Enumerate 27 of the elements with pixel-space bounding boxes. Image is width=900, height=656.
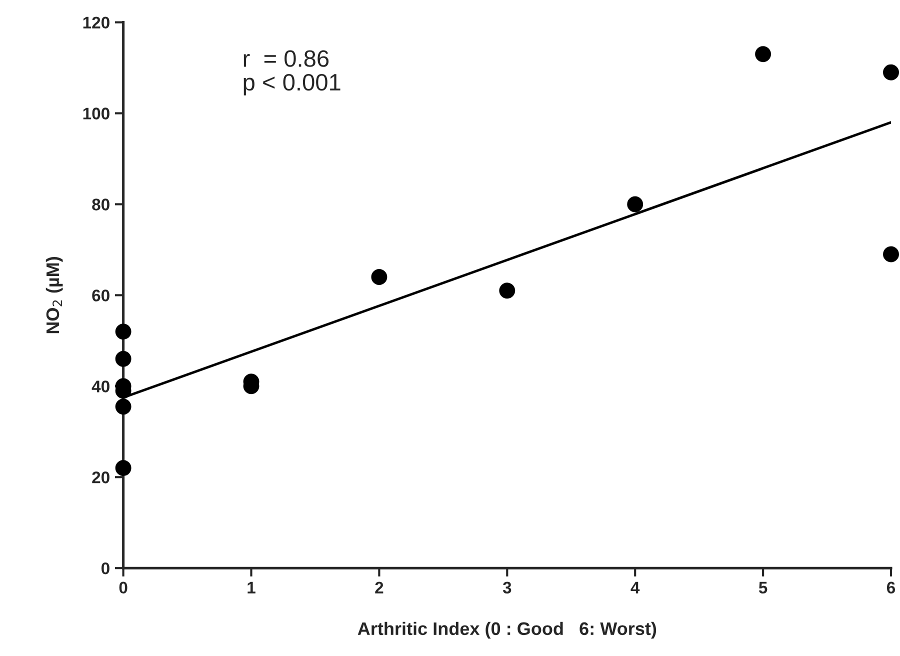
annotation: r = 0.86 p < 0.001 — [244, 50, 340, 96]
point — [115, 398, 132, 415]
x-tick-label: 2 — [375, 582, 384, 594]
point — [883, 246, 899, 262]
point — [627, 196, 644, 212]
y-tick-label: 100 — [83, 108, 110, 120]
y-tick-label: 80 — [92, 198, 110, 210]
point — [371, 269, 388, 285]
point — [499, 282, 516, 299]
point — [883, 64, 899, 80]
point — [115, 324, 132, 340]
point — [755, 46, 772, 62]
y-tick-label: 20 — [92, 472, 110, 484]
x-tick-label: 6 — [886, 582, 896, 594]
x-tick-label: 1 — [248, 582, 256, 594]
y-tick-label: 0 — [101, 562, 110, 574]
y-tick-label: 120 — [83, 16, 110, 29]
y-tick-label: 40 — [92, 380, 110, 392]
x-axis-title: Arthritic Index (0 : Good 6: Worst) — [358, 622, 656, 639]
y-axis-title: NO$_{2}$ (µM) — [46, 257, 63, 334]
point — [115, 350, 132, 367]
x-tick-label: 3 — [502, 582, 512, 594]
x-tick-label: 4 — [630, 582, 640, 594]
point — [115, 460, 132, 476]
x-tick-label: 0 — [119, 582, 128, 594]
y-tick-label: 60 — [92, 290, 110, 302]
x-tick-label: 5 — [758, 582, 768, 594]
